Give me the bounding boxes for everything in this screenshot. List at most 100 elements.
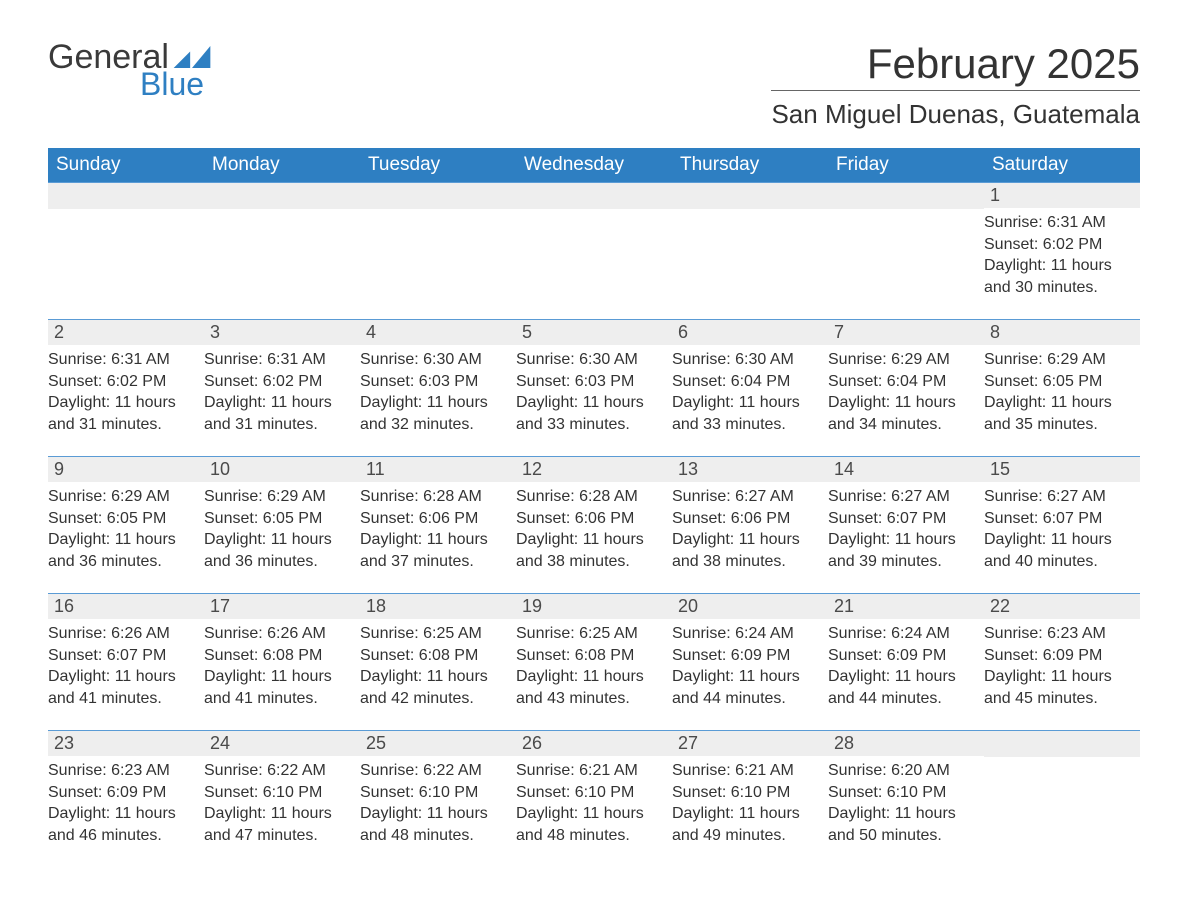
day-line: Daylight: 11 hours and 36 minutes. <box>48 529 200 572</box>
day-cell: 6Sunrise: 6:30 AMSunset: 6:04 PMDaylight… <box>672 320 828 452</box>
day-number <box>828 183 984 209</box>
day-cell: 15Sunrise: 6:27 AMSunset: 6:07 PMDayligh… <box>984 457 1140 589</box>
day-number: 26 <box>516 731 672 756</box>
day-body: Sunrise: 6:28 AMSunset: 6:06 PMDaylight:… <box>516 482 672 576</box>
day-number: 14 <box>828 457 984 482</box>
day-cell <box>360 183 516 315</box>
day-cell: 19Sunrise: 6:25 AMSunset: 6:08 PMDayligh… <box>516 594 672 726</box>
day-body: Sunrise: 6:23 AMSunset: 6:09 PMDaylight:… <box>48 756 204 850</box>
day-line: Sunset: 6:09 PM <box>984 645 1136 667</box>
day-line: Daylight: 11 hours and 38 minutes. <box>672 529 824 572</box>
logo: General Blue <box>48 40 211 100</box>
day-line: Sunrise: 6:27 AM <box>828 486 980 508</box>
day-line: Daylight: 11 hours and 32 minutes. <box>360 392 512 435</box>
day-cell: 3Sunrise: 6:31 AMSunset: 6:02 PMDaylight… <box>204 320 360 452</box>
day-line: Sunrise: 6:30 AM <box>516 349 668 371</box>
day-number: 1 <box>984 183 1140 208</box>
day-cell: 23Sunrise: 6:23 AMSunset: 6:09 PMDayligh… <box>48 731 204 863</box>
day-line: Sunrise: 6:22 AM <box>204 760 356 782</box>
day-number: 4 <box>360 320 516 345</box>
day-line: Sunrise: 6:25 AM <box>360 623 512 645</box>
day-number: 6 <box>672 320 828 345</box>
day-cell: 12Sunrise: 6:28 AMSunset: 6:06 PMDayligh… <box>516 457 672 589</box>
day-cell <box>204 183 360 315</box>
day-line: Sunset: 6:09 PM <box>672 645 824 667</box>
day-cell: 11Sunrise: 6:28 AMSunset: 6:06 PMDayligh… <box>360 457 516 589</box>
day-number: 8 <box>984 320 1140 345</box>
day-line: Daylight: 11 hours and 31 minutes. <box>48 392 200 435</box>
day-line: Daylight: 11 hours and 50 minutes. <box>828 803 980 846</box>
day-body: Sunrise: 6:27 AMSunset: 6:07 PMDaylight:… <box>828 482 984 576</box>
week-row: 2Sunrise: 6:31 AMSunset: 6:02 PMDaylight… <box>48 319 1140 452</box>
day-cell: 24Sunrise: 6:22 AMSunset: 6:10 PMDayligh… <box>204 731 360 863</box>
day-body: Sunrise: 6:29 AMSunset: 6:05 PMDaylight:… <box>48 482 204 576</box>
day-line: Sunset: 6:05 PM <box>48 508 200 530</box>
day-number: 28 <box>828 731 984 756</box>
day-cell: 5Sunrise: 6:30 AMSunset: 6:03 PMDaylight… <box>516 320 672 452</box>
day-cell: 8Sunrise: 6:29 AMSunset: 6:05 PMDaylight… <box>984 320 1140 452</box>
day-line: Daylight: 11 hours and 42 minutes. <box>360 666 512 709</box>
day-line: Sunset: 6:03 PM <box>360 371 512 393</box>
day-body: Sunrise: 6:31 AMSunset: 6:02 PMDaylight:… <box>204 345 360 439</box>
day-number <box>204 183 360 209</box>
weekday-label: Friday <box>828 148 984 182</box>
day-cell: 28Sunrise: 6:20 AMSunset: 6:10 PMDayligh… <box>828 731 984 863</box>
day-line: Daylight: 11 hours and 46 minutes. <box>48 803 200 846</box>
day-body: Sunrise: 6:20 AMSunset: 6:10 PMDaylight:… <box>828 756 984 850</box>
day-cell: 14Sunrise: 6:27 AMSunset: 6:07 PMDayligh… <box>828 457 984 589</box>
weekday-header-row: SundayMondayTuesdayWednesdayThursdayFrid… <box>48 148 1140 182</box>
week-row: 9Sunrise: 6:29 AMSunset: 6:05 PMDaylight… <box>48 456 1140 589</box>
day-number: 13 <box>672 457 828 482</box>
day-number: 5 <box>516 320 672 345</box>
week-row: 16Sunrise: 6:26 AMSunset: 6:07 PMDayligh… <box>48 593 1140 726</box>
day-cell: 25Sunrise: 6:22 AMSunset: 6:10 PMDayligh… <box>360 731 516 863</box>
day-body: Sunrise: 6:21 AMSunset: 6:10 PMDaylight:… <box>672 756 828 850</box>
day-line: Daylight: 11 hours and 44 minutes. <box>828 666 980 709</box>
day-cell: 27Sunrise: 6:21 AMSunset: 6:10 PMDayligh… <box>672 731 828 863</box>
day-cell <box>516 183 672 315</box>
day-line: Sunrise: 6:31 AM <box>984 212 1136 234</box>
day-body: Sunrise: 6:25 AMSunset: 6:08 PMDaylight:… <box>360 619 516 713</box>
day-line: Sunset: 6:02 PM <box>48 371 200 393</box>
day-cell: 20Sunrise: 6:24 AMSunset: 6:09 PMDayligh… <box>672 594 828 726</box>
day-line: Daylight: 11 hours and 33 minutes. <box>672 392 824 435</box>
day-line: Sunset: 6:04 PM <box>672 371 824 393</box>
day-line: Sunrise: 6:26 AM <box>204 623 356 645</box>
day-body: Sunrise: 6:30 AMSunset: 6:04 PMDaylight:… <box>672 345 828 439</box>
day-line: Sunrise: 6:24 AM <box>672 623 824 645</box>
day-line: Sunrise: 6:29 AM <box>204 486 356 508</box>
day-body: Sunrise: 6:30 AMSunset: 6:03 PMDaylight:… <box>360 345 516 439</box>
day-line: Sunrise: 6:27 AM <box>672 486 824 508</box>
day-line: Sunrise: 6:21 AM <box>516 760 668 782</box>
day-line: Daylight: 11 hours and 40 minutes. <box>984 529 1136 572</box>
day-line: Sunset: 6:07 PM <box>48 645 200 667</box>
day-body: Sunrise: 6:26 AMSunset: 6:08 PMDaylight:… <box>204 619 360 713</box>
day-number: 10 <box>204 457 360 482</box>
weekday-label: Monday <box>204 148 360 182</box>
day-number: 19 <box>516 594 672 619</box>
day-cell <box>984 731 1140 863</box>
day-body: Sunrise: 6:22 AMSunset: 6:10 PMDaylight:… <box>204 756 360 850</box>
day-line: Daylight: 11 hours and 30 minutes. <box>984 255 1136 298</box>
day-body: Sunrise: 6:29 AMSunset: 6:05 PMDaylight:… <box>984 345 1140 439</box>
day-body: Sunrise: 6:25 AMSunset: 6:08 PMDaylight:… <box>516 619 672 713</box>
day-body: Sunrise: 6:31 AMSunset: 6:02 PMDaylight:… <box>48 345 204 439</box>
day-line: Sunset: 6:08 PM <box>360 645 512 667</box>
day-number: 20 <box>672 594 828 619</box>
day-cell: 17Sunrise: 6:26 AMSunset: 6:08 PMDayligh… <box>204 594 360 726</box>
day-body: Sunrise: 6:22 AMSunset: 6:10 PMDaylight:… <box>360 756 516 850</box>
day-body: Sunrise: 6:27 AMSunset: 6:07 PMDaylight:… <box>984 482 1140 576</box>
day-cell <box>672 183 828 315</box>
day-number: 22 <box>984 594 1140 619</box>
weekday-label: Saturday <box>984 148 1140 182</box>
day-line: Sunset: 6:10 PM <box>360 782 512 804</box>
day-line: Sunset: 6:06 PM <box>672 508 824 530</box>
day-line: Sunset: 6:10 PM <box>672 782 824 804</box>
day-number <box>516 183 672 209</box>
day-body: Sunrise: 6:24 AMSunset: 6:09 PMDaylight:… <box>828 619 984 713</box>
day-line: Sunrise: 6:24 AM <box>828 623 980 645</box>
day-number: 15 <box>984 457 1140 482</box>
day-line: Sunset: 6:02 PM <box>204 371 356 393</box>
day-line: Sunset: 6:05 PM <box>204 508 356 530</box>
day-cell: 4Sunrise: 6:30 AMSunset: 6:03 PMDaylight… <box>360 320 516 452</box>
